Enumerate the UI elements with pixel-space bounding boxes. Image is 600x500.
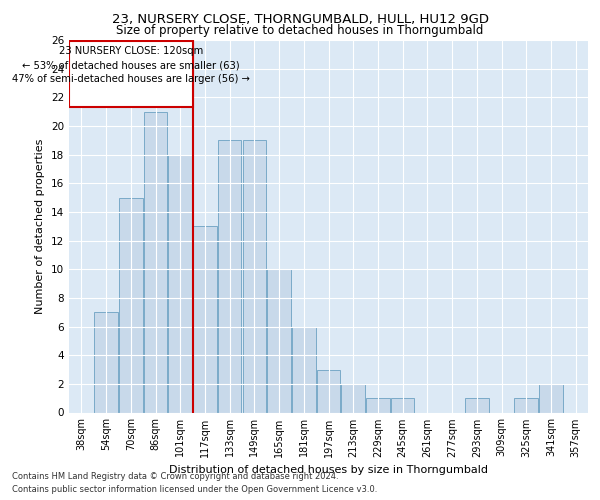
Text: Contains HM Land Registry data © Crown copyright and database right 2024.: Contains HM Land Registry data © Crown c… [12,472,338,481]
Text: 23, NURSERY CLOSE, THORNGUMBALD, HULL, HU12 9GD: 23, NURSERY CLOSE, THORNGUMBALD, HULL, H… [112,12,488,26]
Text: ← 53% of detached houses are smaller (63): ← 53% of detached houses are smaller (63… [22,60,239,70]
Text: Size of property relative to detached houses in Thorngumbald: Size of property relative to detached ho… [116,24,484,37]
Bar [391,398,415,412]
Bar [144,112,167,412]
FancyBboxPatch shape [69,42,193,108]
Bar [539,384,563,412]
Text: 23 NURSERY CLOSE: 120sqm: 23 NURSERY CLOSE: 120sqm [59,46,203,56]
Bar [169,154,192,412]
Text: 47% of semi-detached houses are larger (56) →: 47% of semi-detached houses are larger (… [12,74,250,84]
Bar [242,140,266,412]
Bar [218,140,241,412]
Bar [94,312,118,412]
Bar [514,398,538,412]
X-axis label: Distribution of detached houses by size in Thorngumbald: Distribution of detached houses by size … [169,465,488,475]
Bar [341,384,365,412]
Bar [292,326,316,412]
Y-axis label: Number of detached properties: Number of detached properties [35,138,46,314]
Bar [317,370,340,412]
Bar [268,269,291,412]
Bar [119,198,143,412]
Bar [366,398,389,412]
Bar [193,226,217,412]
Text: Contains public sector information licensed under the Open Government Licence v3: Contains public sector information licen… [12,485,377,494]
Bar [465,398,488,412]
